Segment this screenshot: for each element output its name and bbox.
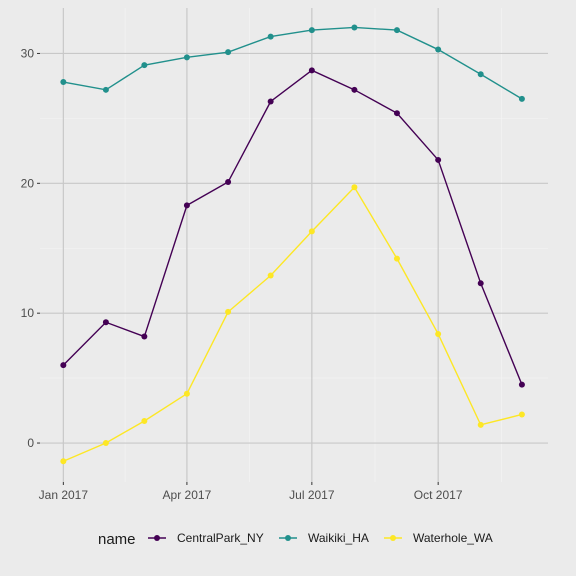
data-point-Waterhole_WA (141, 417, 148, 424)
x-tick-label: Jan 2017 (39, 488, 89, 502)
legend-label: Waikiki_HA (308, 531, 369, 545)
legend-key-point (154, 535, 160, 541)
data-point-CentralPark_NY (477, 280, 484, 287)
data-point-Waikiki_HA (351, 24, 358, 31)
data-point-CentralPark_NY (351, 86, 358, 93)
data-point-Waikiki_HA (183, 54, 190, 61)
data-point-Waterhole_WA (477, 421, 484, 428)
data-point-CentralPark_NY (435, 156, 442, 163)
series-line-CentralPark_NY (62, 69, 523, 385)
data-point-CentralPark_NY (183, 202, 190, 209)
data-point-Waikiki_HA (141, 62, 148, 69)
data-point-CentralPark_NY (267, 98, 274, 105)
data-point-Waikiki_HA (60, 79, 67, 86)
data-point-Waterhole_WA (308, 228, 315, 235)
legend-key-point (390, 535, 396, 541)
data-point-CentralPark_NY (308, 67, 315, 74)
series-lines (62, 26, 523, 462)
data-point-Waterhole_WA (393, 255, 400, 262)
data-point-Waterhole_WA (225, 308, 232, 315)
x-axis-ticks: Jan 2017 Apr 2017 Jul 2017 Oct 2017 (39, 482, 463, 502)
data-point-Waterhole_WA (518, 411, 525, 418)
series-line-Waterhole_WA (63, 186, 523, 462)
data-point-CentralPark_NY (102, 319, 109, 326)
data-point-Waikiki_HA (435, 46, 442, 53)
y-tick-label: 0 (27, 436, 34, 450)
data-point-CentralPark_NY (225, 179, 232, 186)
data-point-CentralPark_NY (141, 333, 148, 340)
legend-key-point (285, 535, 291, 541)
data-point-Waterhole_WA (60, 458, 67, 465)
y-tick-label: 10 (21, 306, 35, 320)
y-tick-label: 20 (21, 176, 35, 190)
x-tick-label: Jul 2017 (289, 488, 335, 502)
data-point-CentralPark_NY (518, 381, 525, 388)
data-point-Waikiki_HA (267, 33, 274, 40)
data-point-Waikiki_HA (518, 95, 525, 102)
data-point-Waterhole_WA (102, 440, 109, 447)
data-point-Waikiki_HA (308, 27, 315, 34)
plot-panel (40, 8, 548, 482)
legend: name CentralPark_NY Waikiki_HA Waterhole_W… (98, 531, 493, 548)
y-tick-label: 30 (21, 46, 35, 60)
data-point-Waikiki_HA (393, 27, 400, 34)
grid-major-lines (40, 8, 548, 482)
data-point-Waterhole_WA (435, 330, 442, 337)
data-point-Waikiki_HA (225, 49, 232, 56)
data-point-Waterhole_WA (183, 390, 190, 397)
legend-label: CentralPark_NY (177, 531, 264, 545)
data-point-Waikiki_HA (477, 71, 484, 78)
data-point-CentralPark_NY (60, 362, 67, 369)
data-point-Waterhole_WA (267, 272, 274, 279)
data-point-Waterhole_WA (351, 184, 358, 191)
y-axis-ticks: 0 10 20 30 (21, 46, 40, 450)
grid-minor-lines (40, 8, 548, 482)
legend-label: Waterhole_WA (413, 531, 493, 545)
data-point-Waikiki_HA (102, 86, 109, 93)
series-line-Waikiki_HA (63, 26, 523, 100)
series-points (60, 24, 525, 465)
x-tick-label: Apr 2017 (163, 488, 212, 502)
legend-title: name (98, 531, 136, 548)
x-tick-label: Oct 2017 (414, 488, 463, 502)
data-point-CentralPark_NY (393, 110, 400, 117)
